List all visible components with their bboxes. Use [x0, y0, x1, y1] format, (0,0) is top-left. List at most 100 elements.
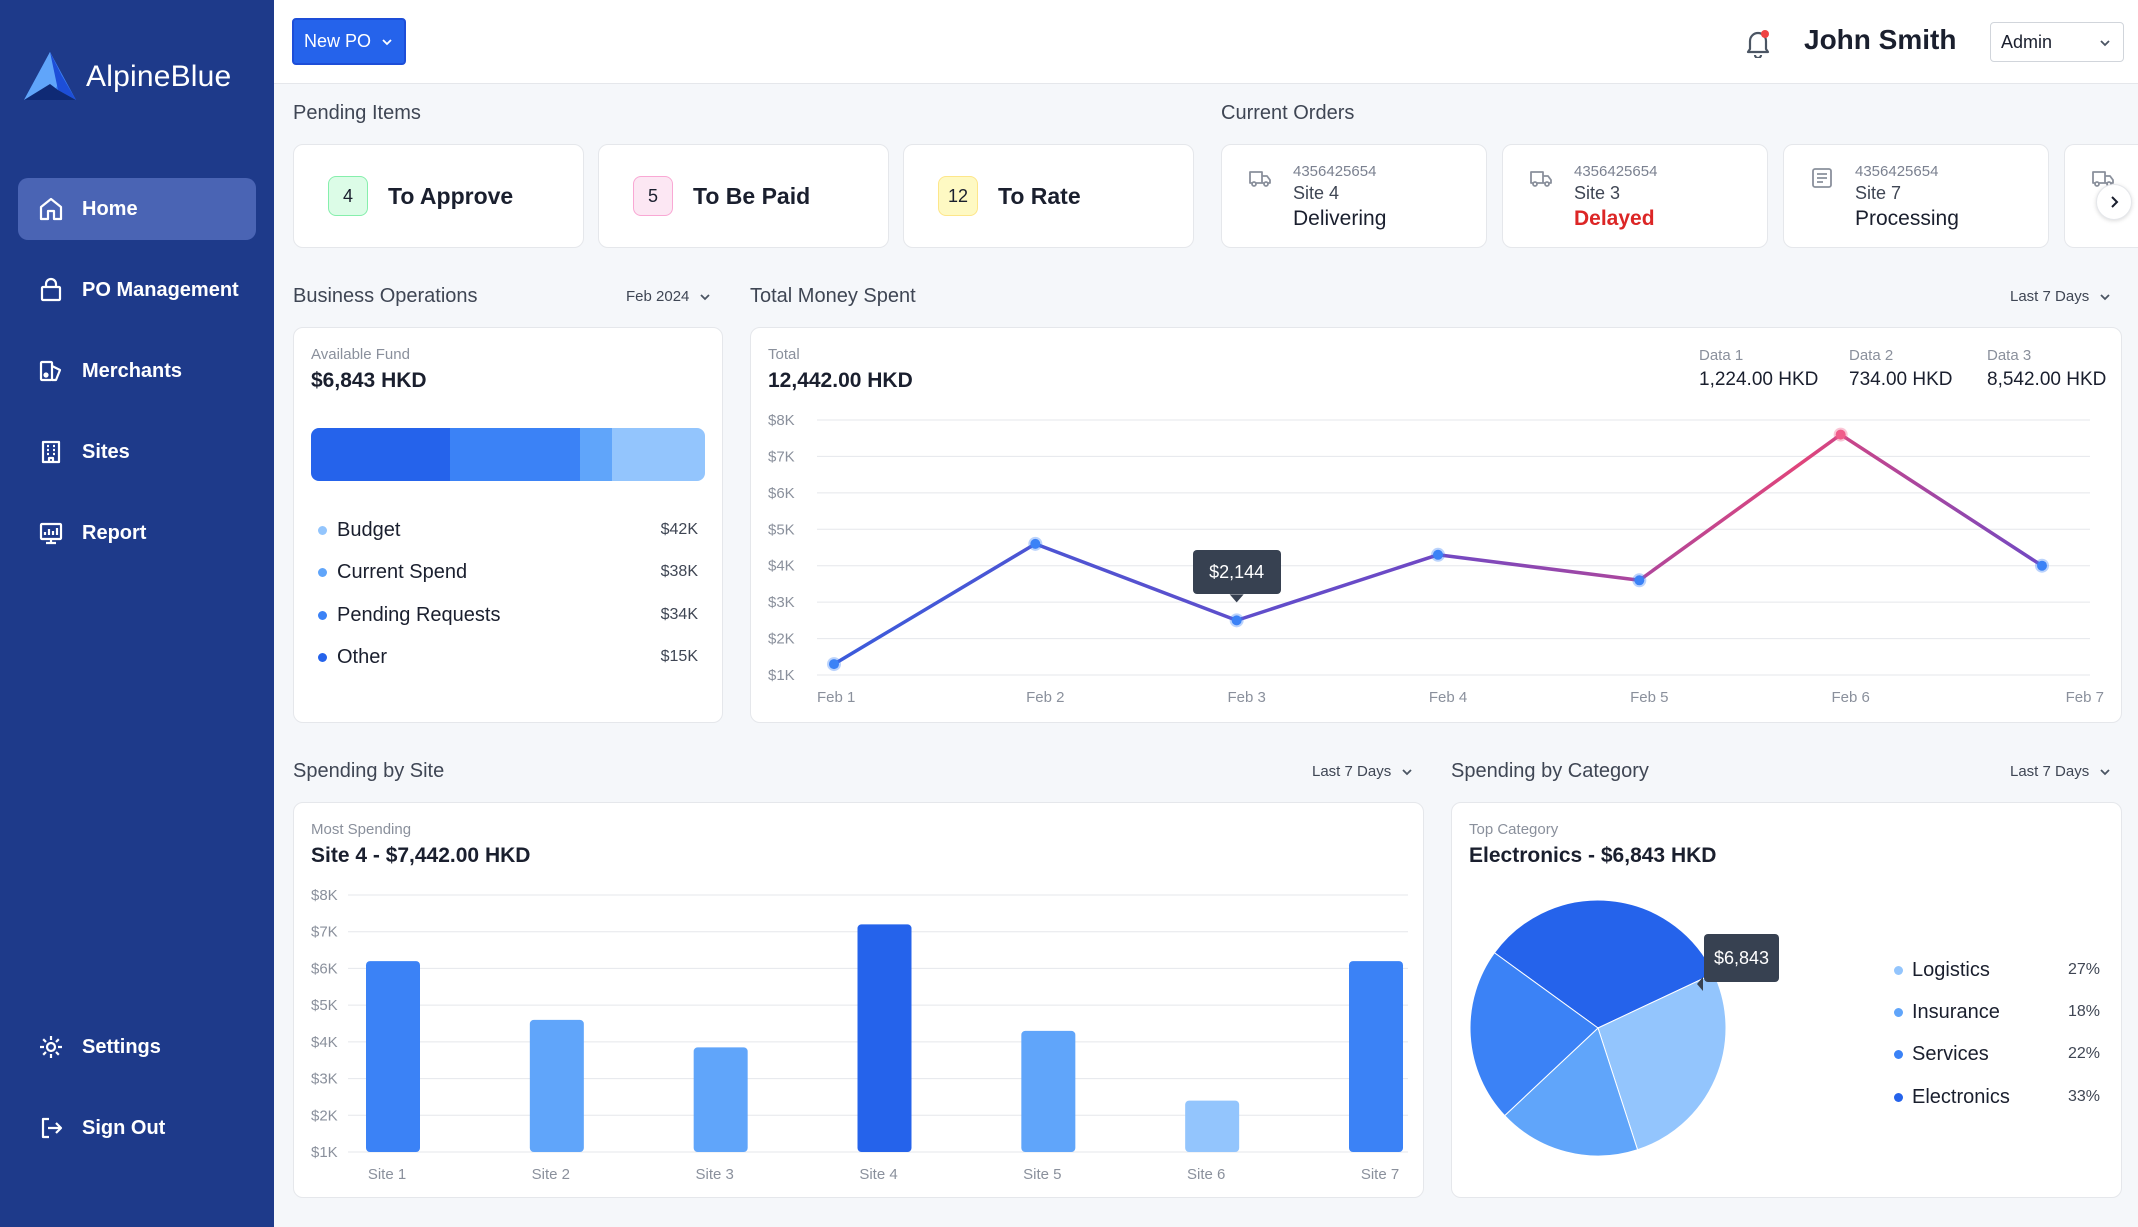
data-point[interactable]: [829, 659, 839, 670]
sidebar-item-po-management[interactable]: PO Management: [18, 259, 256, 321]
data-point[interactable]: [1835, 429, 1846, 440]
pie-slice[interactable]: [1597, 972, 1727, 1151]
bar[interactable]: [1021, 1030, 1076, 1152]
legend-item: Budget $42K: [318, 515, 698, 545]
pending-items-title: Pending Items: [293, 102, 421, 124]
brand-logo[interactable]: AlpineBlue: [22, 50, 231, 104]
receipt-icon: [1812, 168, 1832, 188]
y-tick-label: $8K: [768, 412, 795, 429]
topbar: New PO John Smith Admin: [274, 0, 2138, 84]
legend-item: Current Spend $38K: [318, 557, 698, 587]
y-tick-label: $2K: [311, 1107, 338, 1124]
pending-label: To Rate: [998, 182, 1081, 209]
pie-slice[interactable]: [1503, 1027, 1639, 1157]
category-period-dropdown[interactable]: Last 7 Days: [2010, 763, 2111, 780]
truck-icon: [1249, 171, 1271, 187]
sidebar-item-home[interactable]: Home: [18, 178, 256, 240]
order-site: Site 3: [1574, 183, 1621, 203]
bar[interactable]: [857, 924, 912, 1152]
y-tick-label: $5K: [311, 997, 338, 1014]
money-period-dropdown[interactable]: Last 7 Days: [2010, 288, 2111, 305]
bar[interactable]: [1185, 1100, 1240, 1152]
tooltip-arrow: [1697, 977, 1703, 991]
orders-next-button[interactable]: [2096, 184, 2132, 220]
sidebar-item-sign-out[interactable]: Sign Out: [18, 1097, 256, 1159]
legend-dot: [1894, 1049, 1903, 1059]
bag-icon: [40, 277, 62, 302]
stat-value: 734.00 HKD: [1849, 369, 1953, 390]
new-po-button[interactable]: New PO: [292, 18, 406, 65]
fund-bar-segment: [311, 428, 451, 481]
y-tick-label: $6K: [768, 485, 795, 502]
x-tick-label: Site 1: [368, 1166, 406, 1183]
bar[interactable]: [1349, 961, 1403, 1152]
sidebar-item-label: PO Management: [82, 278, 239, 301]
count-badge: 12: [938, 176, 978, 216]
pending-card-to-approve[interactable]: 4 To Approve: [293, 144, 584, 248]
legend-value: $15K: [660, 648, 698, 665]
sidebar-item-sites[interactable]: Sites: [18, 421, 256, 483]
pending-card-to-be-paid[interactable]: 5 To Be Paid: [598, 144, 889, 248]
user-name[interactable]: John Smith: [1804, 24, 1957, 55]
data-point[interactable]: [1030, 538, 1041, 549]
chevron-down-icon: [2100, 293, 2110, 300]
notification-bell-icon[interactable]: [1744, 28, 1772, 58]
y-tick-label: $1K: [311, 1144, 338, 1161]
pie-slice[interactable]: [1469, 952, 1599, 1117]
line-tooltip: $2,144: [1192, 550, 1281, 595]
fund-label: Available Fund: [311, 346, 410, 363]
business-operations-title: Business Operations: [293, 285, 478, 307]
data-point[interactable]: [2037, 560, 2047, 571]
pending-label: To Be Paid: [693, 182, 811, 209]
report-icon: [39, 522, 63, 545]
y-tick-label: $5K: [768, 521, 795, 538]
data-point[interactable]: [1634, 575, 1645, 586]
role-select[interactable]: Admin: [1990, 22, 2124, 62]
bar[interactable]: [529, 1019, 584, 1152]
sidebar-item-settings[interactable]: Settings: [18, 1016, 256, 1078]
x-tick-label: Feb 7: [2066, 689, 2104, 706]
category-legend-item: Logistics 27%: [1894, 955, 2100, 985]
fund-bar-segment: [450, 428, 581, 481]
stat-label: Data 2: [1849, 347, 1894, 364]
pie-slice[interactable]: [1493, 899, 1715, 1029]
order-status: Delayed: [1574, 207, 1655, 230]
x-tick-label: Feb 2: [1026, 689, 1064, 706]
tooltip-arrow: [1229, 594, 1244, 603]
role-value: Admin: [2001, 31, 2053, 52]
total-label: Total: [768, 346, 800, 363]
order-number: 4356425654: [1855, 163, 1939, 180]
legend-label: Logistics: [1912, 958, 1990, 981]
order-number: 4356425654: [1293, 163, 1377, 180]
y-tick-label: $6K: [311, 960, 338, 977]
bar[interactable]: [693, 1047, 748, 1152]
fund-bar-segment: [611, 428, 705, 481]
order-card[interactable]: 4356425654 Site 3 Delayed: [1502, 144, 1768, 248]
site-period-dropdown[interactable]: Last 7 Days: [1312, 763, 1413, 780]
order-site: Site 4: [1293, 183, 1340, 203]
sidebar-item-report[interactable]: Report: [18, 502, 256, 564]
legend-label: Current Spend: [337, 560, 468, 583]
legend-value: 22%: [2067, 1045, 2100, 1062]
business-period-dropdown[interactable]: Feb 2024: [626, 288, 711, 305]
bar[interactable]: [366, 961, 420, 1152]
x-tick-label: Feb 4: [1429, 689, 1467, 706]
spending-by-category-title: Spending by Category: [1451, 760, 1649, 782]
legend-dot: [318, 610, 327, 620]
sidebar-item-label: Settings: [82, 1035, 161, 1058]
legend-dot: [318, 567, 327, 577]
legend-label: Services: [1912, 1042, 1989, 1065]
data-point[interactable]: [1231, 615, 1242, 626]
legend-value: $34K: [660, 606, 698, 623]
legend-value: 18%: [2067, 1003, 2100, 1020]
sidebar-item-merchants[interactable]: Merchants: [18, 340, 256, 402]
sidebar: AlpineBlue Home PO Management Merchants …: [0, 0, 274, 1227]
order-card[interactable]: 4356425654 Site 7 Processing: [1783, 144, 2049, 248]
fund-stacked-bar: [311, 428, 705, 481]
y-tick-label: $4K: [768, 558, 795, 575]
data-point[interactable]: [1433, 549, 1443, 560]
chevron-down-icon: [382, 38, 392, 45]
legend-label: Other: [337, 645, 388, 668]
pending-card-to-rate[interactable]: 12 To Rate: [903, 144, 1194, 248]
order-card[interactable]: 4356425654 Site 4 Delivering: [1221, 144, 1487, 248]
